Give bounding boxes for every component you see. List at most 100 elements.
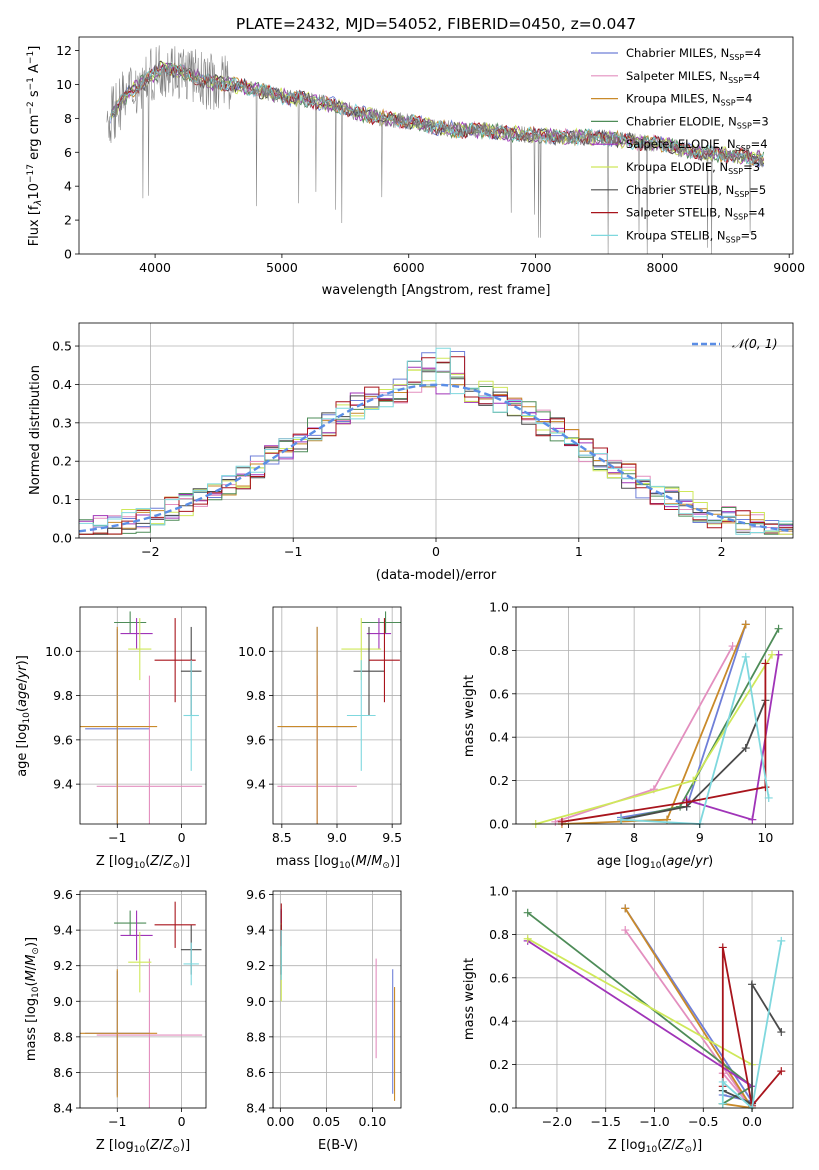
y-tick-label: 8.6 bbox=[53, 1065, 73, 1080]
mass-weight-line bbox=[561, 624, 747, 825]
mass-weight-marker bbox=[761, 783, 770, 792]
x-tick-label: −2 bbox=[141, 544, 159, 559]
mass-weight-line bbox=[624, 907, 754, 1110]
mass-vs-EBV-panel: 0.00 0.05 0.10 8.4 8.6 8.8 9.0 9.2 9.4 9.6 E(B-V) bbox=[246, 887, 402, 1153]
y-tick-label: 0.8 bbox=[489, 927, 509, 942]
x-tick-label: 0.10 bbox=[359, 1114, 387, 1129]
mass-weight-marker bbox=[621, 926, 630, 935]
mass-weight-line bbox=[721, 947, 782, 1108]
x-tick-label: 0 bbox=[432, 544, 440, 559]
x-tick-label: −1 bbox=[108, 830, 126, 845]
mass-weight-marker bbox=[777, 1028, 786, 1037]
legend-entry: Kroupa MILES, NSSP=4 bbox=[626, 92, 752, 108]
legend-entry: Kroupa STELIB, NSSP=5 bbox=[626, 228, 757, 244]
legend-entry: Chabrier MILES, NSSP=4 bbox=[626, 46, 761, 62]
mass-weight-marker bbox=[741, 620, 750, 629]
mass-weight-line bbox=[620, 699, 767, 821]
y-tick-label: 8.4 bbox=[246, 1101, 266, 1116]
mass-weight-marker bbox=[523, 908, 532, 917]
y-tick-label: 9.2 bbox=[53, 958, 73, 973]
mass-weight-marker bbox=[689, 776, 698, 785]
mass-weight-line bbox=[561, 663, 767, 823]
y-tick-label: 0.0 bbox=[489, 817, 509, 832]
y-tick-label: 0 bbox=[64, 247, 72, 262]
y-tick-label: 0.3 bbox=[52, 415, 72, 430]
weight-vs-age-xlabel: age [log10(age/yr) bbox=[597, 854, 714, 871]
weight-vs-age-panel: 7 8 9 10 0.0 0.2 0.4 0.6 0.8 1.0 age [log10(age/y… bbox=[462, 600, 794, 871]
mass-weight-marker bbox=[523, 934, 532, 943]
mass-weight-line bbox=[722, 981, 783, 1106]
y-tick-label: 9.6 bbox=[246, 732, 266, 747]
mass-weight-marker bbox=[682, 798, 691, 807]
x-tick-label: 7000 bbox=[520, 260, 552, 275]
mass-weight-line bbox=[721, 940, 783, 1110]
mass-weight-line bbox=[624, 929, 753, 1109]
age-vs-mass-panel: 8.5 9.0 9.5 9.4 9.6 9.8 10.0 mass [log10(M/M⊙)… bbox=[238, 606, 402, 871]
x-tick-label: 6000 bbox=[393, 260, 425, 275]
y-tick-label: 10 bbox=[56, 77, 72, 92]
y-tick-label: 0.0 bbox=[489, 1101, 509, 1116]
x-tick-label: 0 bbox=[178, 830, 186, 845]
y-tick-label: 0.4 bbox=[489, 1014, 509, 1029]
legend-entry: Salpeter MILES, NSSP=4 bbox=[626, 69, 760, 85]
figure-title: PLATE=2432, MJD=54052, FIBERID=0450, z=0… bbox=[236, 15, 636, 33]
mass-weight-marker bbox=[557, 817, 566, 826]
y-tick-label: 4 bbox=[64, 179, 72, 194]
y-tick-label: 9.2 bbox=[246, 958, 266, 973]
y-tick-label: 2 bbox=[64, 213, 72, 228]
mass-weight-line bbox=[527, 911, 754, 1105]
y-tick-label: 9.4 bbox=[246, 777, 266, 792]
mass-weight-marker bbox=[741, 652, 750, 661]
age-vs-Z-panel: −1 0 9.4 9.6 9.8 10.0 Z [log10(Z/Z⊙)] age [lo… bbox=[15, 606, 207, 871]
age-vs-Z-plot-area bbox=[79, 606, 207, 825]
x-tick-label: −1.0 bbox=[639, 1114, 669, 1129]
y-tick-label: 9.4 bbox=[246, 923, 266, 938]
spectrum-panel: 4000 5000 6000 7000 8000 9000 0 2 4 6 8 10 12 wavele… bbox=[26, 36, 805, 298]
x-tick-label: 9.5 bbox=[382, 830, 402, 845]
mass-weight-line bbox=[527, 937, 753, 1066]
mass-weight-marker bbox=[728, 642, 737, 651]
mass-weight-line bbox=[535, 654, 773, 825]
y-tick-label: 1.0 bbox=[489, 600, 509, 615]
residual-histogram bbox=[79, 347, 793, 535]
weight-vs-Z-panel: −2.0 −1.5 −1.0 −0.5 0.0 0.0 0.2 0.4 0.6 0.8 1.0 Z … bbox=[462, 884, 794, 1155]
model-spectrum-line bbox=[110, 63, 764, 166]
y-tick-label: 9.4 bbox=[53, 923, 73, 938]
y-tick-label: 10.0 bbox=[45, 644, 73, 659]
mass-weight-marker bbox=[774, 624, 783, 633]
legend-entry: Salpeter ELODIE, NSSP=4 bbox=[626, 137, 768, 153]
mass-vs-EBV-xlabel: E(B-V) bbox=[318, 1138, 358, 1153]
y-tick-label: 9.8 bbox=[246, 688, 266, 703]
mass-weight-marker bbox=[718, 1077, 727, 1086]
weight-vs-Z-ylabel: mass weight bbox=[462, 958, 477, 1040]
x-tick-label: 8000 bbox=[646, 260, 678, 275]
spectrum-legend: Chabrier MILES, NSSP=4 Salpeter MILES, NS… bbox=[591, 46, 769, 244]
y-tick-label: 0.2 bbox=[489, 773, 509, 788]
x-tick-label: −2.0 bbox=[542, 1114, 572, 1129]
y-tick-label: 0.6 bbox=[489, 686, 509, 701]
mass-vs-Z-xlabel: Z [log10(Z/Z⊙)] bbox=[96, 1138, 190, 1155]
age-vs-mass-xlabel: mass [log10(M/M⊙)] bbox=[276, 854, 400, 871]
y-tick-label: 0.0 bbox=[52, 531, 72, 546]
y-tick-label: 9.6 bbox=[53, 732, 73, 747]
spectrum-xlabel: wavelength [Angstrom, rest frame] bbox=[322, 283, 551, 298]
mass-weight-marker bbox=[718, 1099, 727, 1108]
mass-weight-marker bbox=[764, 793, 773, 802]
y-tick-label: 6 bbox=[64, 145, 72, 160]
mass-weight-marker bbox=[748, 815, 757, 824]
y-tick-label: 9.4 bbox=[53, 777, 73, 792]
y-tick-label: 0.8 bbox=[489, 643, 509, 658]
y-tick-label: 10.0 bbox=[238, 644, 266, 659]
y-tick-label: 8.4 bbox=[53, 1101, 73, 1116]
mass-weight-marker bbox=[777, 936, 786, 945]
residuals-legend: 𝒩(0, 1) bbox=[692, 336, 778, 351]
x-tick-label: 2 bbox=[718, 544, 726, 559]
y-tick-label: 0.4 bbox=[489, 730, 509, 745]
x-tick-label: −1 bbox=[108, 1114, 126, 1129]
x-tick-label: 8.5 bbox=[272, 830, 292, 845]
x-tick-label: 0.0 bbox=[742, 1114, 762, 1129]
x-tick-label: 10 bbox=[757, 830, 773, 845]
mass-vs-EBV-plot-area bbox=[272, 890, 402, 1109]
mass-weight-line bbox=[555, 645, 734, 823]
